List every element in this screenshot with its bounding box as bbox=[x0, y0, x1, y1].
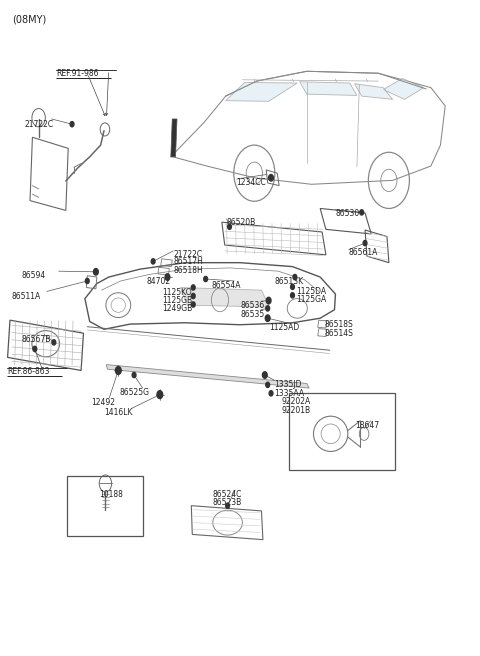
Circle shape bbox=[151, 258, 155, 264]
Circle shape bbox=[165, 274, 170, 280]
Circle shape bbox=[94, 268, 98, 275]
Text: 86517H: 86517H bbox=[173, 257, 203, 266]
Text: 86520B: 86520B bbox=[227, 218, 256, 227]
Bar bbox=[288, 393, 395, 470]
Circle shape bbox=[192, 285, 195, 290]
Text: 86561A: 86561A bbox=[349, 249, 378, 257]
Text: 86513K: 86513K bbox=[275, 277, 303, 286]
Text: 12492: 12492 bbox=[91, 398, 115, 407]
Text: 1335AA: 1335AA bbox=[275, 389, 304, 398]
Text: REF.86-863: REF.86-863 bbox=[7, 367, 49, 376]
Text: (08MY): (08MY) bbox=[12, 14, 46, 24]
Circle shape bbox=[269, 391, 273, 396]
Text: 10188: 10188 bbox=[99, 490, 123, 499]
Text: 86518H: 86518H bbox=[173, 266, 203, 275]
Text: 92202A: 92202A bbox=[282, 398, 311, 406]
Text: 1125KO: 1125KO bbox=[163, 287, 192, 297]
Text: 86524C: 86524C bbox=[212, 490, 242, 499]
Text: 1125DA: 1125DA bbox=[296, 287, 326, 296]
Circle shape bbox=[228, 224, 231, 230]
Polygon shape bbox=[300, 82, 357, 96]
Polygon shape bbox=[171, 119, 177, 157]
Polygon shape bbox=[355, 84, 393, 99]
Text: 86514S: 86514S bbox=[325, 329, 354, 338]
Text: 86536: 86536 bbox=[241, 301, 265, 310]
Circle shape bbox=[204, 276, 207, 281]
Circle shape bbox=[269, 174, 274, 181]
Polygon shape bbox=[107, 365, 309, 388]
Text: 86530: 86530 bbox=[336, 209, 360, 218]
Text: 86554A: 86554A bbox=[211, 281, 241, 290]
Polygon shape bbox=[226, 83, 297, 101]
Text: 92201B: 92201B bbox=[282, 405, 311, 415]
Circle shape bbox=[70, 121, 74, 127]
Circle shape bbox=[265, 315, 270, 321]
Text: 1416LK: 1416LK bbox=[104, 408, 132, 417]
Text: 18647: 18647 bbox=[356, 420, 380, 430]
Text: 1125GA: 1125GA bbox=[296, 295, 326, 304]
Circle shape bbox=[266, 306, 270, 311]
Circle shape bbox=[192, 293, 195, 298]
Text: 86525G: 86525G bbox=[120, 388, 150, 397]
Circle shape bbox=[85, 278, 89, 283]
Text: 86523B: 86523B bbox=[212, 499, 241, 508]
Polygon shape bbox=[383, 79, 424, 99]
Text: 1125GB: 1125GB bbox=[163, 296, 193, 305]
Text: 1249GB: 1249GB bbox=[163, 304, 193, 314]
Text: 86594: 86594 bbox=[22, 270, 46, 279]
Circle shape bbox=[157, 391, 163, 399]
Circle shape bbox=[263, 372, 267, 379]
Text: 86567B: 86567B bbox=[22, 335, 51, 344]
Text: 1335JD: 1335JD bbox=[275, 380, 302, 389]
Bar bbox=[67, 476, 143, 536]
Text: 1125AD: 1125AD bbox=[270, 323, 300, 333]
Text: 86511A: 86511A bbox=[12, 292, 41, 301]
Text: REF.91-986: REF.91-986 bbox=[56, 69, 99, 77]
Circle shape bbox=[132, 373, 136, 378]
Polygon shape bbox=[180, 287, 270, 307]
Text: 86518S: 86518S bbox=[325, 320, 354, 329]
Circle shape bbox=[290, 284, 294, 289]
Text: 21722C: 21722C bbox=[24, 120, 53, 129]
Circle shape bbox=[360, 210, 364, 215]
Circle shape bbox=[290, 293, 294, 298]
Circle shape bbox=[266, 297, 271, 304]
Text: 84702: 84702 bbox=[147, 277, 171, 286]
Text: 1234CC: 1234CC bbox=[237, 178, 266, 187]
Text: 21722C: 21722C bbox=[173, 250, 202, 258]
Circle shape bbox=[33, 346, 36, 352]
Circle shape bbox=[192, 302, 195, 307]
Circle shape bbox=[52, 340, 56, 345]
Circle shape bbox=[226, 503, 229, 508]
Circle shape bbox=[363, 241, 367, 246]
Text: 86535: 86535 bbox=[241, 310, 265, 319]
Circle shape bbox=[266, 382, 270, 388]
Circle shape bbox=[293, 274, 297, 279]
Circle shape bbox=[116, 367, 121, 375]
